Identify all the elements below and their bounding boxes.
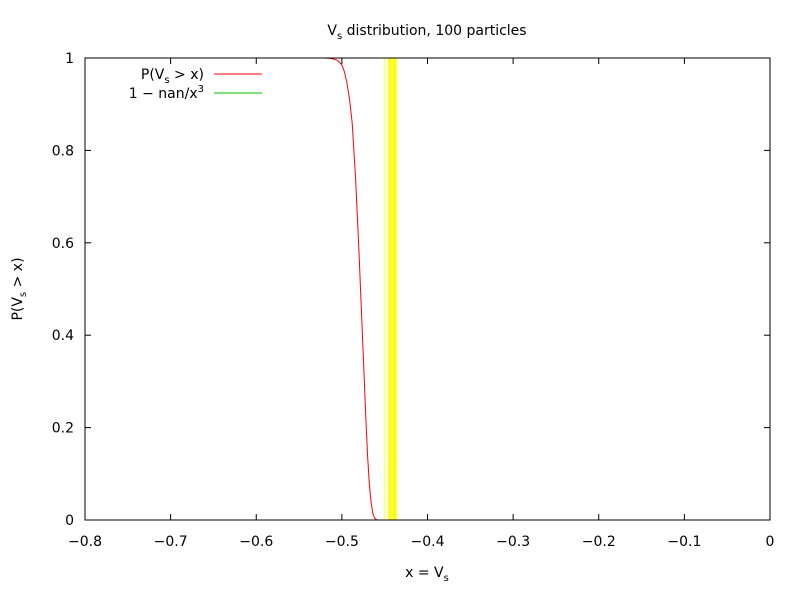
y-tick-label-3: 0.6 [52, 236, 74, 252]
y-tick-label-0: 0 [65, 513, 74, 529]
y-tick-label-5: 1 [65, 51, 74, 67]
y-tick-label-1: 0.2 [52, 421, 74, 437]
series-layer [85, 57, 616, 521]
x-tick-label-4: −0.4 [411, 534, 445, 550]
plot-frame [84, 57, 771, 521]
x-tick-label-3: −0.5 [325, 534, 359, 550]
x-tick-label-6: −0.2 [582, 534, 616, 550]
legend-entry-label-1: P(Vs > x) [141, 67, 204, 86]
y-tick-label-4: 0.8 [52, 143, 74, 159]
legend: P(Vs > x) 1 − nan/x3 [129, 67, 262, 102]
y-tick-label-2: 0.4 [52, 328, 74, 344]
x-tick-label-8: 0 [766, 534, 775, 550]
highlight-band-1 [383, 58, 386, 520]
highlight-bands [383, 58, 397, 520]
highlight-band-3 [392, 58, 397, 520]
chart-title: Vs distribution, 100 particles [327, 23, 526, 42]
y-axis-label: P(Vs > x) [10, 257, 29, 320]
legend-entry-label-2: 1 − nan/x3 [129, 84, 204, 102]
x-tick-label-0: −0.8 [68, 534, 102, 550]
series-line-1 [85, 57, 616, 521]
x-tick-label-2: −0.6 [239, 534, 273, 550]
x-tick-label-1: −0.7 [154, 534, 188, 550]
axis-ticks: −0.8 −0.7 −0.6 −0.5 −0.4 −0.3 −0.2 −0.1 0 0 0.2 0.4… [52, 51, 775, 550]
x-axis-label: x = Vs [405, 565, 449, 584]
highlight-band-2 [388, 58, 392, 520]
x-tick-label-7: −0.1 [667, 534, 701, 550]
x-tick-label-5: −0.3 [496, 534, 530, 550]
